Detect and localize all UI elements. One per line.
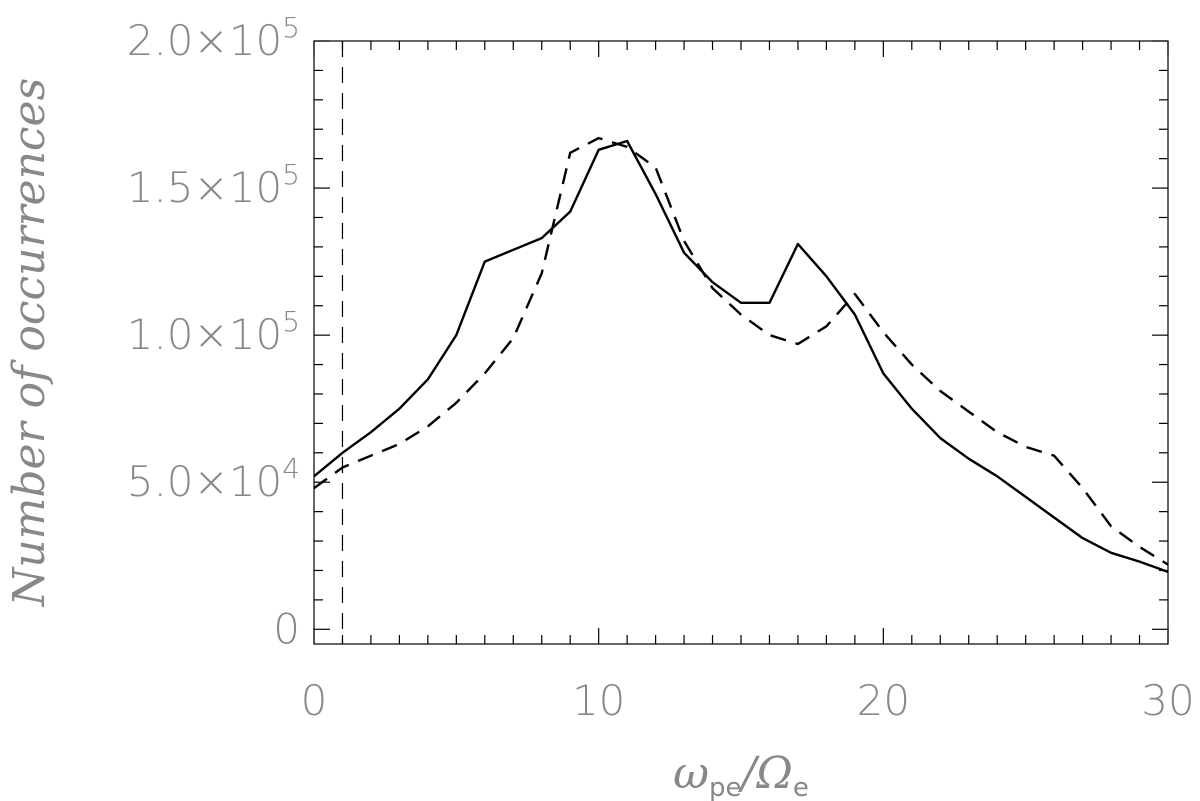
x-axis-label: ωpe/Ωe [673, 748, 809, 801]
y-tick-label: 1.0×105 [127, 305, 300, 359]
y-tick-label: 1.5×105 [127, 158, 300, 212]
dashed-series-line [313, 136, 1169, 566]
solid-series-line [313, 139, 1169, 574]
x-axis-label-sub1: pe [709, 773, 742, 801]
y-tick-labels: 0 5.0×104 1.0×105 1.5×105 2.0×105 [127, 11, 300, 653]
series-group [313, 136, 1169, 574]
plot-frame [313, 40, 1169, 645]
x-tick-label: 20 [857, 676, 910, 725]
x-axis-label-sep: /Ω [738, 748, 793, 799]
x-tick-label: 30 [1141, 676, 1194, 725]
x-tick-labels: 0 10 20 30 [301, 676, 1195, 725]
y-tick-label: 2.0×105 [127, 11, 300, 65]
y-axis-label: Number of occurrences [4, 78, 55, 607]
y-tick-label: 5.0×104 [127, 452, 300, 506]
y-tick-label: 0 [273, 604, 300, 653]
x-axis-label-sub2: e [793, 773, 809, 801]
axis-ticks [313, 40, 1169, 644]
x-tick-label: 10 [572, 676, 625, 725]
x-tick-label: 0 [301, 676, 328, 725]
x-axis-label-main: ω [673, 748, 709, 799]
